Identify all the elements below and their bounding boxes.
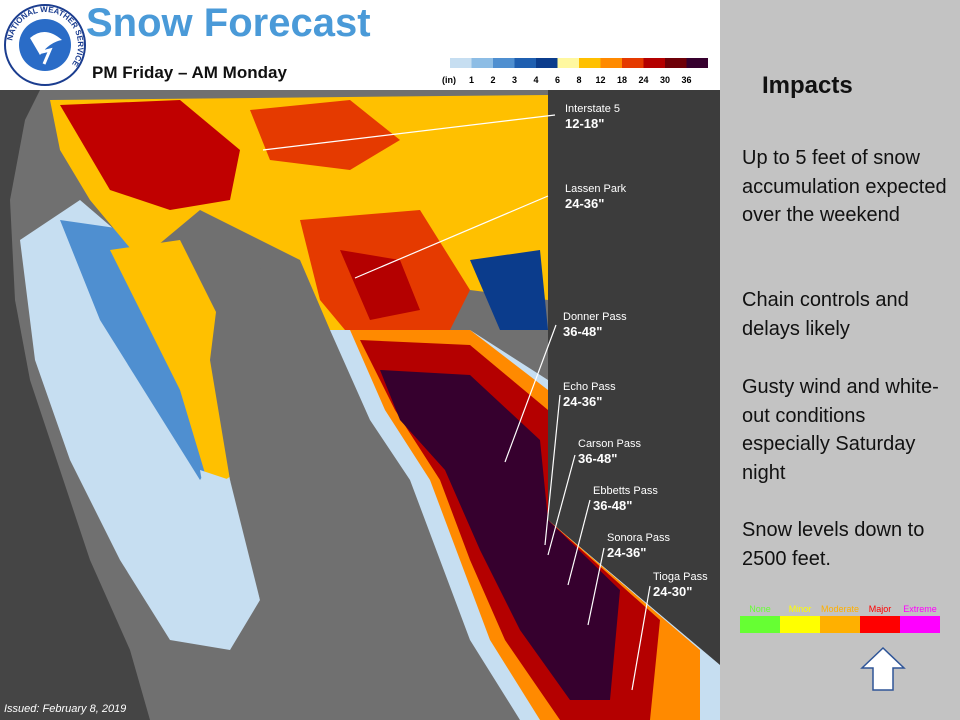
leader-line xyxy=(631,585,651,691)
location-name: Echo Pass xyxy=(563,381,616,393)
legend-swatch xyxy=(557,58,579,68)
impact-item: Gusty wind and white-out conditions espe… xyxy=(742,376,939,484)
snow-coast-blue xyxy=(60,220,220,480)
legend-swatch xyxy=(450,58,472,68)
legend-label: 18 xyxy=(617,75,627,85)
snow-misc xyxy=(200,470,240,560)
location-name: Interstate 5 xyxy=(565,103,620,115)
impacts-panel: Impacts Up to 5 feet of snow accumulatio… xyxy=(720,0,960,720)
legend-swatch xyxy=(686,58,708,68)
leader-line xyxy=(544,394,561,546)
scale-segment xyxy=(820,616,860,633)
legend-swatch xyxy=(514,58,536,68)
impacts-title: Impacts xyxy=(762,72,853,99)
legend-swatch xyxy=(579,58,601,68)
leader-line xyxy=(567,499,591,586)
location-amount: 36-48" xyxy=(593,498,632,513)
legend-swatch xyxy=(665,58,687,68)
snow-shasta xyxy=(250,100,400,170)
legend-swatch xyxy=(536,58,558,68)
leader-line xyxy=(504,324,557,463)
location-amount: 24-36" xyxy=(607,545,646,560)
impact-item: Snow levels down to 2500 feet. xyxy=(742,519,925,570)
legend-swatch xyxy=(643,58,665,68)
leader-line xyxy=(262,114,556,151)
scale-label: Minor xyxy=(789,604,812,614)
location-name: Tioga Pass xyxy=(653,571,708,583)
title: Snow Forecast xyxy=(86,1,371,45)
subtitle: PM Friday – AM Monday xyxy=(92,63,287,82)
impact-item: Up to 5 feet of snow accumulation expect… xyxy=(742,147,947,226)
panel-bg xyxy=(720,0,960,720)
header-bg xyxy=(0,0,720,90)
sierra-core xyxy=(380,370,620,700)
legend-label: 24 xyxy=(638,75,648,85)
impact-scale: None Minor Moderate Major Extreme xyxy=(740,604,940,633)
legend: (in) 1 2 3 4 6 8 12 18 24 30 36 xyxy=(442,58,708,85)
legend-swatch xyxy=(471,58,493,68)
location-name: Lassen Park xyxy=(565,183,627,195)
legend-label: 1 xyxy=(469,75,474,85)
legend-label: 30 xyxy=(660,75,670,85)
legend-label: 12 xyxy=(595,75,605,85)
legend-label: 6 xyxy=(555,75,560,85)
scale-label: Major xyxy=(869,604,892,614)
legend-label: 4 xyxy=(533,75,538,85)
snow-lassen-core xyxy=(340,250,420,320)
legend-label: 8 xyxy=(576,75,581,85)
legend-label: 3 xyxy=(512,75,517,85)
nevada xyxy=(548,90,720,665)
leader-line xyxy=(547,454,576,556)
location-name: Donner Pass xyxy=(563,311,627,323)
location-labels: Interstate 512-18"Lassen Park24-36"Donne… xyxy=(262,103,708,691)
scale-segment xyxy=(780,616,820,633)
leader-line xyxy=(587,547,605,626)
legend-label: 2 xyxy=(490,75,495,85)
location-name: Carson Pass xyxy=(578,438,641,450)
scale-label: Extreme xyxy=(903,604,937,614)
scale-segment xyxy=(860,616,900,633)
snow-coast xyxy=(20,200,260,650)
leader-line xyxy=(354,195,549,279)
snow-coast-orange xyxy=(110,240,240,490)
legend-unit: (in) xyxy=(442,75,456,85)
location-amount: 36-48" xyxy=(563,324,602,339)
valley xyxy=(210,260,470,720)
location-name: Ebbetts Pass xyxy=(593,485,658,497)
scale-arrow xyxy=(860,646,906,691)
scale-segment xyxy=(900,616,940,633)
legend-swatch xyxy=(493,58,515,68)
location-amount: 24-30" xyxy=(653,584,692,599)
location-amount: 12-18" xyxy=(565,116,604,131)
impact-item: Chain controls and delays likely xyxy=(742,289,909,340)
scale-segment xyxy=(740,616,780,633)
legend-label: 36 xyxy=(681,75,691,85)
legend-swatch xyxy=(622,58,644,68)
location-amount: 24-36" xyxy=(563,394,602,409)
scale-label: Moderate xyxy=(821,604,859,614)
legend-swatch xyxy=(600,58,622,68)
snow-nv-blue xyxy=(470,250,548,330)
location-amount: 24-36" xyxy=(565,196,604,211)
scale-label: None xyxy=(749,604,771,614)
location-name: Sonora Pass xyxy=(607,532,670,544)
logo-bolt xyxy=(39,39,53,65)
snow-north-red xyxy=(60,100,240,210)
location-amount: 36-48" xyxy=(578,451,617,466)
issued-date: Issued: February 8, 2019 xyxy=(4,703,126,715)
